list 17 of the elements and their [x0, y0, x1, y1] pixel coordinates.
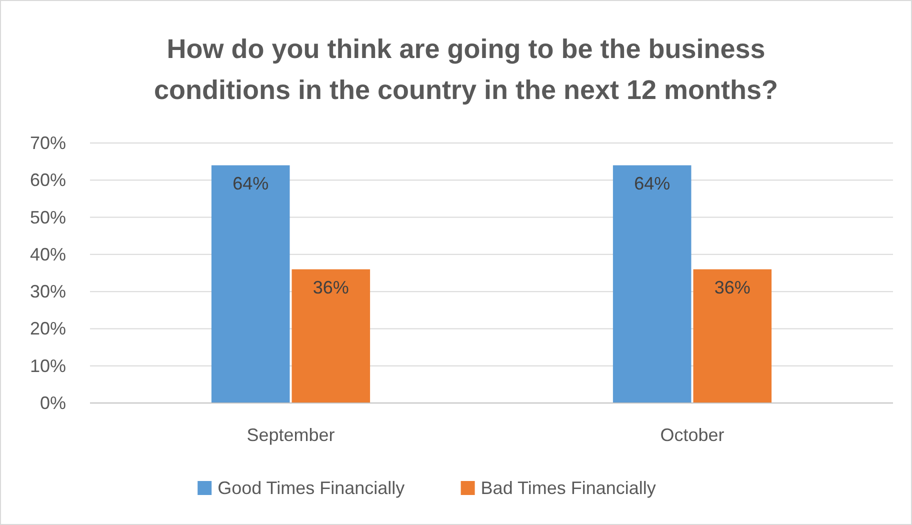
y-tick-label: 70%: [30, 133, 66, 153]
chart-title: How do you think are going to be the business conditions in the country in the next 12 months?: [154, 34, 778, 105]
y-tick-label: 60%: [30, 170, 66, 190]
legend-label: Bad Times Financially: [480, 478, 656, 498]
y-tick-label: 50%: [30, 207, 66, 228]
data-label: 64%: [634, 173, 670, 194]
data-label: 36%: [714, 277, 750, 298]
data-label: 64%: [232, 173, 269, 194]
y-tick-label: 10%: [30, 356, 66, 376]
x-tick-label: September: [246, 425, 335, 445]
y-tick-label: 0%: [40, 393, 66, 413]
y-tick-label: 40%: [30, 244, 66, 264]
y-tick-label: 20%: [30, 318, 66, 339]
legend-label: Good Times Financially: [218, 478, 405, 498]
x-tick-label: October: [660, 425, 724, 445]
y-tick-label: 30%: [30, 282, 66, 302]
data-label: 36%: [312, 277, 349, 298]
